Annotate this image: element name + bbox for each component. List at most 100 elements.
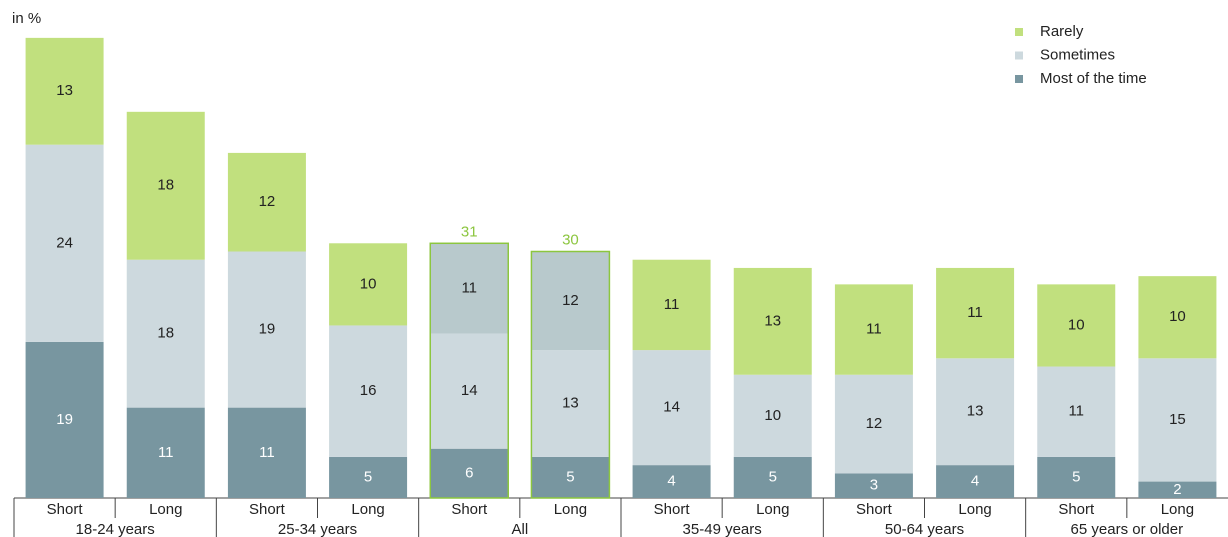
value-label: 18 [157, 325, 174, 342]
value-label: 11 [1068, 403, 1084, 420]
highlight-outline [530, 250, 611, 499]
bar-segment [733, 456, 812, 498]
x-tick-label: Short [856, 501, 893, 518]
value-label: 10 [360, 275, 377, 292]
value-label: 11 [158, 444, 174, 461]
value-label: 10 [764, 407, 781, 424]
group-label: 35-49 years [683, 521, 762, 537]
bar-segment [1138, 481, 1217, 498]
value-label: 12 [562, 292, 579, 309]
bar-segment [25, 341, 104, 498]
bar-segment [936, 465, 1015, 498]
value-label: 3 [870, 477, 878, 494]
value-label: 10 [1169, 308, 1186, 325]
x-tick-label: Long [756, 501, 789, 518]
bar-segment [126, 259, 205, 408]
value-label: 11 [664, 296, 680, 313]
bar-segment [430, 333, 509, 449]
value-label: 18 [157, 177, 174, 194]
legend-label: Sometimes [1040, 46, 1115, 63]
value-label: 4 [971, 473, 979, 490]
group-label: 25-34 years [278, 521, 357, 537]
bar-segment [126, 407, 205, 498]
value-label: 13 [967, 403, 984, 420]
value-label: 5 [364, 468, 372, 485]
bar-segment [531, 251, 610, 351]
value-label: 14 [663, 399, 680, 416]
value-label: 11 [866, 321, 882, 338]
bar-segment [1037, 284, 1116, 367]
x-tick-label: Short [451, 501, 488, 518]
x-tick-label: Long [958, 501, 991, 518]
bar-segment [227, 152, 306, 252]
value-label: 5 [769, 468, 777, 485]
value-label: 4 [667, 473, 675, 490]
bar-segment [834, 284, 913, 375]
y-axis-label: in % [12, 10, 41, 27]
bar-segment [834, 473, 913, 498]
bar-segment [329, 243, 408, 326]
bar-segment [733, 267, 812, 375]
bar-segment [329, 456, 408, 498]
bar-segment [531, 350, 610, 457]
x-tick-label: Short [1058, 501, 1095, 518]
group-label: 50-64 years [885, 521, 964, 537]
value-label: 12 [866, 415, 883, 432]
group-label: All [511, 521, 528, 537]
value-label: 12 [259, 193, 276, 210]
value-label: 16 [360, 382, 377, 399]
bar-segment [632, 259, 711, 351]
bar-segment [632, 465, 711, 498]
value-label: 5 [566, 468, 574, 485]
x-tick-label: Short [249, 501, 286, 518]
value-label: 5 [1072, 468, 1080, 485]
bar-segment [531, 456, 610, 498]
bar-segment [1138, 358, 1217, 482]
value-label: 6 [465, 464, 473, 481]
x-tick-label: Short [654, 501, 691, 518]
value-label: 2 [1173, 481, 1181, 498]
bar-segment [1138, 276, 1217, 359]
value-label: 13 [56, 82, 73, 99]
bar-segment [1037, 366, 1116, 457]
bar-segment [227, 251, 306, 408]
x-tick-label: Long [554, 501, 587, 518]
x-tick-label: Short [47, 501, 84, 518]
bar-segment [936, 267, 1015, 359]
legend-label: Most of the time [1040, 70, 1147, 87]
bar-segment [25, 37, 104, 145]
bar-segment [1037, 456, 1116, 498]
total-label: 30 [562, 231, 579, 248]
value-label: 11 [259, 444, 275, 461]
value-label: 19 [56, 411, 73, 428]
legend-swatch [1015, 51, 1023, 60]
x-tick-label: Long [1161, 501, 1194, 518]
bar-segment [733, 374, 812, 457]
value-label: 10 [1068, 316, 1085, 333]
bar-segment [25, 144, 104, 342]
value-label: 11 [967, 304, 983, 321]
group-label: 18-24 years [76, 521, 155, 537]
highlight-outline [429, 242, 509, 499]
legend-swatch [1015, 75, 1023, 83]
bar-segment [430, 448, 509, 498]
group-label: 65 years or older [1071, 521, 1184, 537]
bar-segment [936, 358, 1015, 466]
bar-segment [834, 374, 913, 474]
value-label: 11 [461, 279, 477, 296]
bar-segment [632, 350, 711, 466]
value-label: 19 [259, 321, 276, 338]
bar-segment [227, 407, 306, 498]
total-label: 31 [461, 223, 478, 240]
x-tick-label: Long [149, 501, 182, 518]
legend-label: Rarely [1040, 23, 1084, 40]
value-label: 14 [461, 382, 478, 399]
legend-swatch [1015, 28, 1023, 36]
value-label: 24 [56, 234, 73, 251]
value-label: 15 [1169, 411, 1186, 428]
value-label: 13 [764, 312, 781, 329]
value-label: 13 [562, 394, 579, 411]
bar-segment [430, 243, 509, 334]
